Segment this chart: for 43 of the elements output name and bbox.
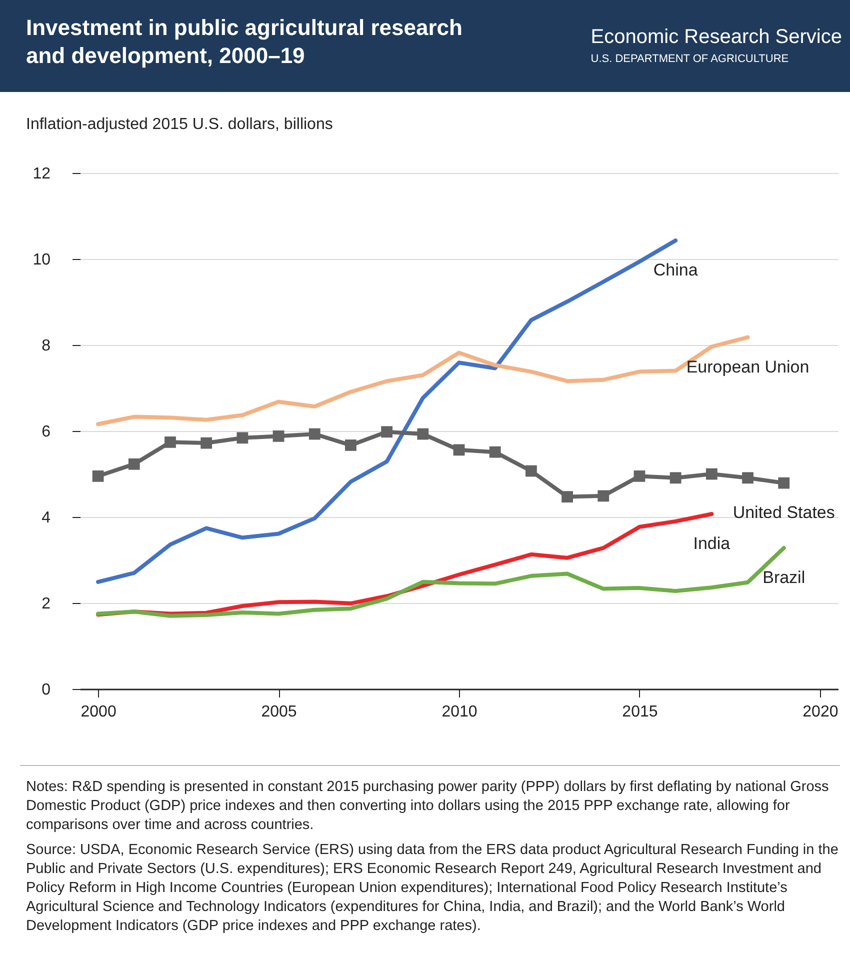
text: Notes: R&D spending is presented in constant 2015 purchasing power parity (PPP) dollars by first deflating by national Gross Domestic Product (GDP) price indexes and then converting into dollars using the 2015 PPP exchange rate, allowing for comparisons over time and across countries.	[26, 778, 830, 835]
point	[778, 477, 790, 489]
point	[92, 470, 104, 482]
point	[489, 446, 501, 458]
point	[634, 470, 646, 482]
point	[128, 458, 140, 470]
point	[742, 472, 754, 484]
x-tick-label: 2015	[622, 704, 658, 720]
series-label: United States	[732, 503, 835, 522]
series-label: China	[653, 260, 698, 280]
text: U.S. DEPARTMENT OF AGRICULTURE	[590, 53, 790, 65]
y-tick-label: 4	[42, 510, 51, 526]
point	[417, 428, 429, 440]
y-tick-label: 0	[42, 682, 51, 698]
x-tick-label: 2010	[442, 704, 478, 720]
x-tick-label: 2005	[261, 704, 297, 720]
source-note: Source: USDA, Economic Research Service (ERS) using data from the ERS data product Agricultural Research Funding in the Public and Private Sectors (U.S. expenditures); ERS Economic Research Report 249, Agricultural Research Investment and Policy Reform in High Income Countries (European Union expenditures); International Food Policy Research Institute’s Agricultural Science and Technology Indicators (expenditures for China, India, and Brazil); and the World Bank’s World Development Indicators (GDP price indexes and PPP exchange rates).	[26, 841, 840, 936]
point	[200, 437, 212, 449]
point	[308, 428, 320, 440]
point	[381, 426, 393, 438]
point	[164, 436, 176, 448]
point	[706, 468, 718, 480]
y-tick-label: 2	[42, 596, 51, 612]
point	[598, 490, 610, 502]
point	[236, 432, 248, 444]
y-axis-title: Inflation-adjusted 2015 U.S. dollars, billions	[26, 116, 333, 134]
y-tick-label: 8	[42, 338, 51, 354]
y-tick-label: 6	[42, 424, 51, 440]
series-label: India	[693, 534, 731, 553]
chart-title: Investment in public agricultural research and development, 2000–19	[26, 14, 464, 70]
y-tick-label: 12	[32, 166, 51, 182]
x-tick-label: 2000	[80, 704, 116, 720]
point	[345, 439, 356, 451]
x-tick-label: 2020	[802, 704, 838, 720]
text: Economic Research Service	[590, 26, 842, 49]
point	[272, 430, 284, 442]
point	[525, 465, 537, 477]
y-tick-label: 10	[32, 252, 51, 268]
series-label: European Union	[686, 357, 810, 376]
point	[453, 444, 465, 456]
point	[562, 491, 573, 502]
series-label: Brazil	[762, 568, 806, 587]
point	[670, 472, 682, 484]
